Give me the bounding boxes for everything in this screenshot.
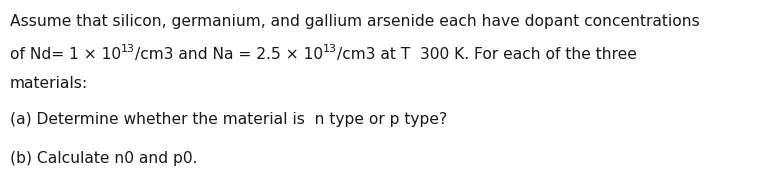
Text: Assume that silicon, germanium, and gallium arsenide each have dopant concentrat: Assume that silicon, germanium, and gall… — [10, 14, 700, 29]
Text: 13: 13 — [121, 44, 135, 54]
Text: materials:: materials: — [10, 76, 88, 91]
Text: /cm3 at T  300 K. For each of the three: /cm3 at T 300 K. For each of the three — [337, 47, 637, 62]
Text: /cm3 and Na = 2.5 × 10: /cm3 and Na = 2.5 × 10 — [135, 47, 323, 62]
Text: 13: 13 — [323, 44, 337, 54]
Text: of Nd= 1 × 10: of Nd= 1 × 10 — [10, 47, 121, 62]
Text: (a) Determine whether the material is  n type or p type?: (a) Determine whether the material is n … — [10, 112, 447, 127]
Text: (b) Calculate n0 and p0.: (b) Calculate n0 and p0. — [10, 151, 197, 166]
